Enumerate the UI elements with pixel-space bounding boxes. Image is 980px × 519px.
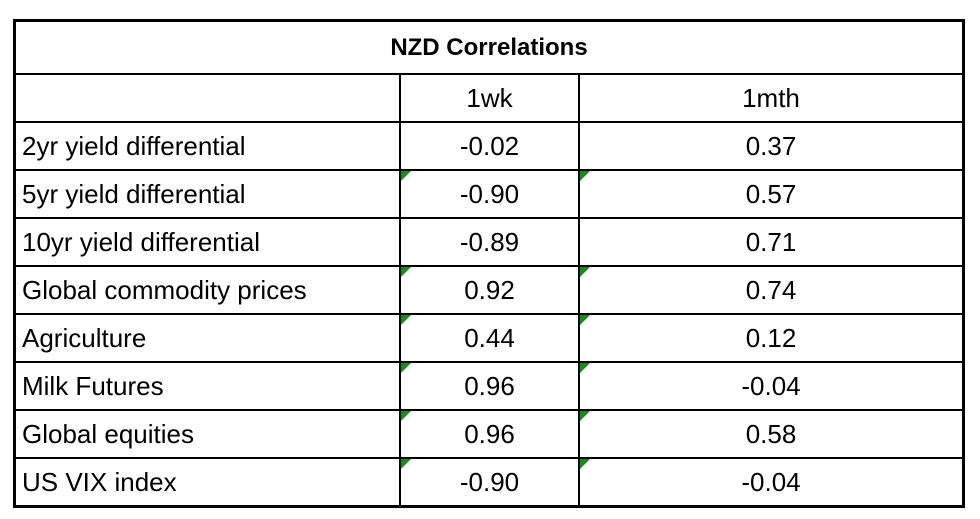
value-1wk: 0.44 [401,315,580,361]
error-indicator-icon [401,459,411,469]
table-row: 10yr yield differential -0.89 0.71 [16,219,962,267]
value-1mth-text: -0.04 [741,370,801,401]
value-1mth: 0.12 [580,315,962,361]
row-label: Global commodity prices [16,267,401,313]
header-blank [16,75,401,121]
row-label: Agriculture [16,315,401,361]
table-title: NZD Correlations [16,22,962,75]
error-indicator-icon [401,411,411,421]
error-indicator-icon [580,267,590,277]
error-indicator-icon [580,315,590,325]
value-1wk-text: -0.90 [459,178,520,209]
table-row: Global equities 0.96 0.58 [16,411,962,459]
value-1mth-text: 0.58 [745,418,797,449]
value-1wk: -0.90 [401,459,580,505]
error-indicator-icon [580,459,590,469]
row-label: Global equities [16,411,401,457]
value-1mth-text: 0.37 [745,130,797,161]
header-1wk: 1wk [401,75,580,121]
value-1wk: -0.89 [401,219,580,265]
value-1mth-text: 0.71 [745,226,797,257]
value-1mth-text: 0.74 [745,274,797,305]
table-row: 2yr yield differential -0.02 0.37 [16,123,962,171]
correlations-table: NZD Correlations 1wk 1mth 2yr yield diff… [13,19,965,508]
error-indicator-icon [401,315,411,325]
table-row: Milk Futures 0.96 -0.04 [16,363,962,411]
value-1wk: 0.96 [401,411,580,457]
value-1wk-text: 0.44 [464,322,515,353]
value-1wk: 0.96 [401,363,580,409]
row-label: 2yr yield differential [16,123,401,169]
error-indicator-icon [401,171,411,181]
value-1mth: 0.71 [580,219,962,265]
value-1wk-text: 0.96 [464,370,515,401]
table-row: US VIX index -0.90 -0.04 [16,459,962,505]
value-1wk: -0.02 [401,123,580,169]
table-row: 5yr yield differential -0.90 0.57 [16,171,962,219]
table-row: Agriculture 0.44 0.12 [16,315,962,363]
error-indicator-icon [401,267,411,277]
value-1wk: -0.90 [401,171,580,217]
row-label: Milk Futures [16,363,401,409]
header-1mth: 1mth [742,82,800,113]
value-1mth: 0.74 [580,267,962,313]
row-label: 10yr yield differential [16,219,401,265]
value-1wk-text: -0.02 [459,130,520,161]
value-1wk-text: 0.92 [464,274,515,305]
error-indicator-icon [580,171,590,181]
error-indicator-icon [580,411,590,421]
value-1mth: 0.57 [580,171,962,217]
value-1wk-text: -0.90 [459,466,520,497]
value-1mth: 0.58 [580,411,962,457]
value-1wk-text: -0.89 [459,226,520,257]
error-indicator-icon [580,363,590,373]
value-1mth: 0.37 [580,123,962,169]
row-label: US VIX index [16,459,401,505]
value-1mth-text: 0.12 [745,322,797,353]
value-1wk: 0.92 [401,267,580,313]
value-1mth-text: -0.04 [741,466,801,497]
value-1mth: -0.04 [580,459,962,505]
table-row: Global commodity prices 0.92 0.74 [16,267,962,315]
header-row: 1wk 1mth [16,75,962,123]
value-1wk-text: 0.96 [464,418,515,449]
value-1mth-text: 0.57 [745,178,797,209]
error-indicator-icon [401,363,411,373]
row-label: 5yr yield differential [16,171,401,217]
value-1mth: -0.04 [580,363,962,409]
